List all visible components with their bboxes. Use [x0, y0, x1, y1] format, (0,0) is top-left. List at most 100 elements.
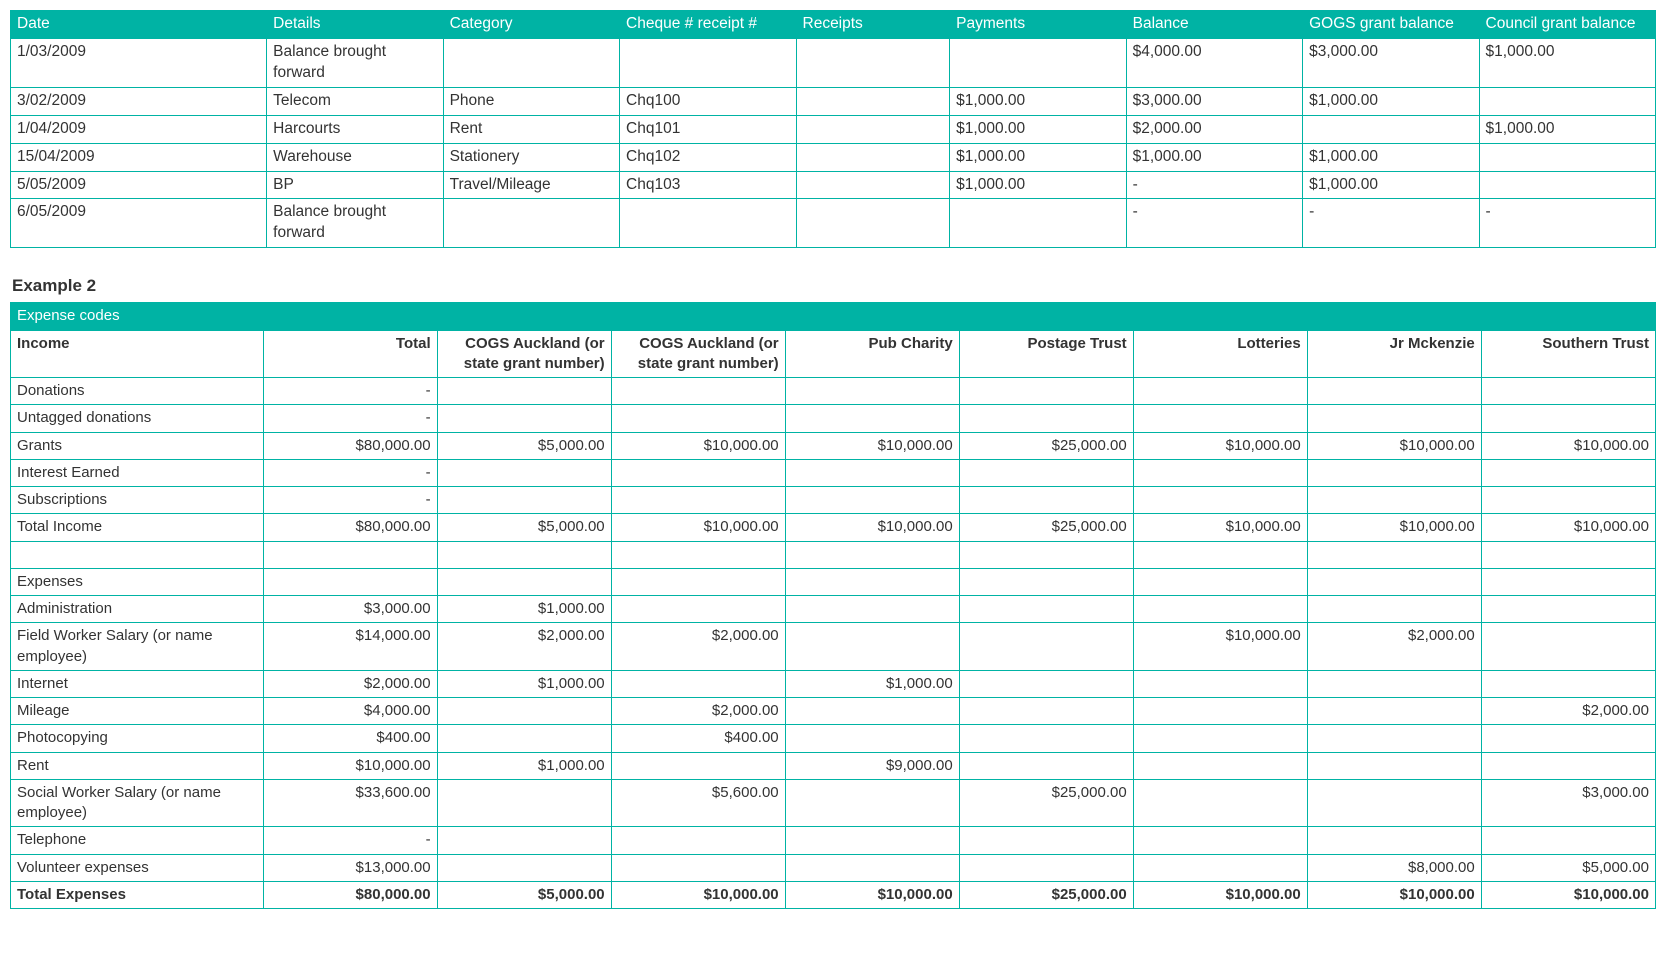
expense-header-cell: COGS Auckland (or state grant number): [437, 330, 611, 378]
expense-cell: $400.00: [263, 725, 437, 752]
ledger-cell: $1,000.00: [1479, 38, 1655, 87]
expense-cell: [785, 779, 959, 827]
expense-cell: [1133, 779, 1307, 827]
ledger-cell: 3/02/2009: [11, 87, 267, 115]
expense-row: Internet$2,000.00$1,000.00 $1,000.00: [11, 670, 1656, 697]
expense-cell: Social Worker Salary (or name employee): [11, 779, 264, 827]
expense-row: Telephone-: [11, 827, 1656, 854]
expense-row: Administration$3,000.00$1,000.00: [11, 596, 1656, 623]
expense-cell: [785, 459, 959, 486]
expense-row: Grants$80,000.00$5,000.00$10,000.00$10,0…: [11, 432, 1656, 459]
expense-cell: [437, 459, 611, 486]
expense-cell: [785, 405, 959, 432]
expense-row: Expenses: [11, 568, 1656, 595]
expense-cell: Internet: [11, 670, 264, 697]
expense-cell: [611, 405, 785, 432]
expense-cell: $80,000.00: [263, 881, 437, 908]
ledger-cell: BP: [267, 171, 443, 199]
expense-cell: [785, 568, 959, 595]
ledger-cell: Harcourts: [267, 115, 443, 143]
expense-row: Subscriptions-: [11, 487, 1656, 514]
expense-cell: [437, 487, 611, 514]
expense-header-cell: COGS Auckland (or state grant number): [611, 330, 785, 378]
expense-cell: [437, 854, 611, 881]
expense-cell: [1307, 670, 1481, 697]
ledger-cell: [796, 143, 950, 171]
ledger-cell: Chq100: [620, 87, 796, 115]
expense-cell: Administration: [11, 596, 264, 623]
ledger-cell: [796, 87, 950, 115]
expense-row: Social Worker Salary (or name employee) $…: [11, 779, 1656, 827]
expense-cell: $10,000.00: [1481, 514, 1655, 541]
expense-cell: [959, 459, 1133, 486]
expense-cell: [263, 568, 437, 595]
ledger-cell: $1,000.00: [1479, 115, 1655, 143]
expense-cell: [11, 541, 264, 568]
expense-cell: [611, 568, 785, 595]
ledger-header-cell: Category: [443, 11, 619, 39]
expense-cell: -: [263, 827, 437, 854]
expense-cell: $400.00: [611, 725, 785, 752]
expense-cell: Total Expenses: [11, 881, 264, 908]
expense-cell: $10,000.00: [1133, 432, 1307, 459]
expense-cell: Field Worker Salary (or name employee): [11, 623, 264, 671]
expense-cell: [1307, 779, 1481, 827]
expense-cell: [611, 487, 785, 514]
expense-cell: $1,000.00: [437, 752, 611, 779]
ledger-cell: -: [1126, 199, 1302, 248]
ledger-header-cell: Payments: [950, 11, 1126, 39]
ledger-header-cell: Cheque # receipt #: [620, 11, 796, 39]
expense-cell: Donations: [11, 378, 264, 405]
ledger-cell: [443, 199, 619, 248]
ledger-cell: [796, 199, 950, 248]
ledger-cell: [796, 38, 950, 87]
expense-cell: [1133, 487, 1307, 514]
expense-codes-table: Expense codesIncomeTotalCOGS Auckland (o…: [10, 302, 1656, 909]
expense-cell: [611, 459, 785, 486]
expense-cell: [785, 487, 959, 514]
ledger-cell: [950, 199, 1126, 248]
expense-cell: [959, 827, 1133, 854]
expense-cell: [611, 378, 785, 405]
expense-cell: [1133, 568, 1307, 595]
expense-cell: [959, 405, 1133, 432]
ledger-cell: Chq102: [620, 143, 796, 171]
expense-cell: $2,000.00: [437, 623, 611, 671]
expense-cell: -: [263, 459, 437, 486]
expense-codes-banner: Expense codes: [11, 303, 1656, 330]
expense-cell: $1,000.00: [437, 670, 611, 697]
expense-cell: [1133, 670, 1307, 697]
expense-cell: [1481, 827, 1655, 854]
expense-cell: [785, 623, 959, 671]
expense-row: Total Income$80,000.00$5,000.00$10,000.0…: [11, 514, 1656, 541]
expense-row: Field Worker Salary (or name employee)$1…: [11, 623, 1656, 671]
expense-cell: [1133, 827, 1307, 854]
expense-cell: Photocopying: [11, 725, 264, 752]
expense-cell: Mileage: [11, 698, 264, 725]
expense-cell: [959, 623, 1133, 671]
expense-cell: $10,000.00: [611, 432, 785, 459]
expense-cell: [1133, 752, 1307, 779]
ledger-cell: Stationery: [443, 143, 619, 171]
expense-cell: $80,000.00: [263, 514, 437, 541]
ledger-cell: [1479, 87, 1655, 115]
expense-header-cell: Postage Trust: [959, 330, 1133, 378]
ledger-cell: [796, 171, 950, 199]
expense-cell: [785, 827, 959, 854]
expense-cell: $10,000.00: [1307, 514, 1481, 541]
expense-cell: [959, 378, 1133, 405]
ledger-cell: Warehouse: [267, 143, 443, 171]
ledger-cell: Chq101: [620, 115, 796, 143]
expense-cell: $3,000.00: [1481, 779, 1655, 827]
expense-cell: [959, 596, 1133, 623]
expense-cell: [1481, 752, 1655, 779]
expense-cell: $25,000.00: [959, 779, 1133, 827]
ledger-row: 3/02/2009TelecomPhoneChq100$1,000.00$3,0…: [11, 87, 1656, 115]
ledger-cell: $2,000.00: [1126, 115, 1302, 143]
ledger-header-cell: Date: [11, 11, 267, 39]
expense-header-cell: Pub Charity: [785, 330, 959, 378]
expense-row: Volunteer expenses$13,000.00 $8,000.00$5…: [11, 854, 1656, 881]
expense-cell: $5,000.00: [437, 432, 611, 459]
ledger-header-cell: Details: [267, 11, 443, 39]
expense-header-cell: Southern Trust: [1481, 330, 1655, 378]
